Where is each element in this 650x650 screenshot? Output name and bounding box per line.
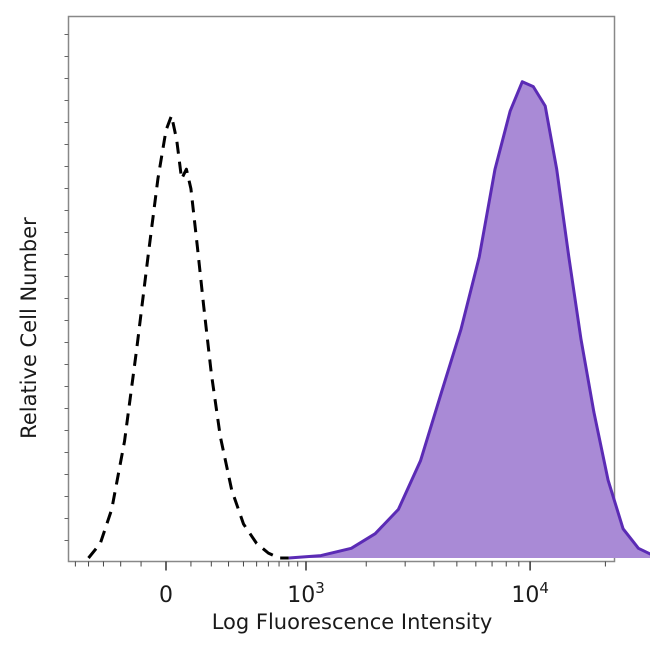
x-tick-label-1: 103 bbox=[287, 579, 325, 608]
series-layer bbox=[87, 80, 650, 560]
y-axis-ticks bbox=[64, 34, 69, 541]
series-1-line bbox=[288, 80, 650, 560]
series-1-area bbox=[288, 81, 650, 558]
plot-frame bbox=[67, 15, 616, 563]
x-tick-label-0: 0 bbox=[159, 583, 173, 608]
y-axis-title: Relative Cell Number bbox=[17, 217, 41, 439]
x-axis-tick-labels: 0103104105 bbox=[159, 579, 549, 608]
x-axis-ticks bbox=[74, 561, 606, 571]
x-axis-title: Log Fluorescence Intensity bbox=[212, 610, 493, 634]
series-0-line bbox=[87, 114, 289, 560]
x-tick-label-2: 104 bbox=[511, 579, 549, 608]
